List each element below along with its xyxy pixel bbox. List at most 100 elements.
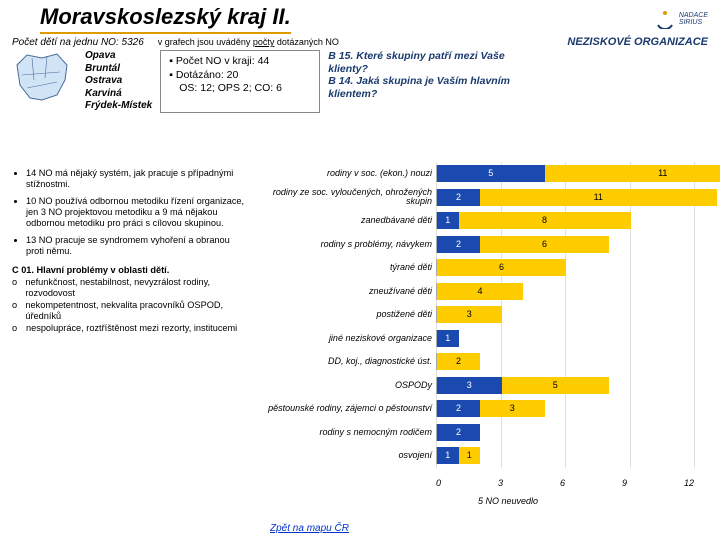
bar-track: 2 bbox=[436, 353, 694, 370]
bullet-list: 14 NO má nějaký systém, jak pracuje s př… bbox=[0, 164, 255, 257]
bar-segment-blue: 1 bbox=[437, 212, 459, 229]
city: Opava bbox=[85, 50, 152, 63]
axis-tick: 9 bbox=[622, 478, 627, 488]
bullet-item: 14 NO má nějaký systém, jak pracuje s př… bbox=[26, 168, 249, 190]
bar-track: 211 bbox=[436, 189, 694, 206]
bar-segment-yellow: 11 bbox=[545, 165, 720, 182]
bar-label: zanedbávané děti bbox=[258, 216, 436, 225]
bar-segment-yellow: 8 bbox=[459, 212, 631, 229]
axis-tick: 0 bbox=[436, 478, 441, 488]
city: Ostrava bbox=[85, 75, 152, 88]
c01-item: nekompetentnost, nekvalita pracovníků OS… bbox=[25, 300, 247, 322]
children-count: Počet dětí na jednu NO: 5326 bbox=[12, 37, 144, 48]
bar-row: rodiny v soc. (ekon.) nouzi511 bbox=[258, 162, 710, 186]
region-map bbox=[12, 50, 77, 110]
bar-label: jiné neziskové organizace bbox=[258, 334, 436, 343]
bar-row: rodiny s nemocným rodičem2 bbox=[258, 421, 710, 445]
c01-block: C 01. Hlavní problémy v oblasti dětí. on… bbox=[0, 263, 255, 334]
bar-label: rodiny s nemocným rodičem bbox=[258, 428, 436, 437]
bar-track: 6 bbox=[436, 259, 694, 276]
bar-track: 511 bbox=[436, 165, 694, 182]
page-title: Moravskoslezský kraj II. bbox=[40, 4, 291, 34]
bar-row: OSPODy35 bbox=[258, 374, 710, 398]
slide: Moravskoslezský kraj II. NADACE SIRIUS P… bbox=[0, 0, 720, 540]
city-list: Opava Bruntál Ostrava Karviná Frýdek-Mís… bbox=[85, 50, 152, 113]
bar-track: 11 bbox=[436, 447, 694, 464]
bar-label: pěstounské rodiny, zájemci o pěstounství bbox=[258, 404, 436, 413]
bar-row: rodiny s problémy, návykem26 bbox=[258, 233, 710, 257]
bar-row: zneužívané děti4 bbox=[258, 280, 710, 304]
bar-label: DD, koj., diagnostické úst. bbox=[258, 357, 436, 366]
bar-row: týrané děti6 bbox=[258, 256, 710, 280]
stats-box: ▪ Počet NO v kraji: 44 ▪ Dotázáno: 20 OS… bbox=[160, 50, 320, 113]
bullet-item: 13 NO pracuje se syndromem vyhoření a ob… bbox=[26, 235, 249, 257]
bar-track: 35 bbox=[436, 377, 694, 394]
bar-label: rodiny v soc. (ekon.) nouzi bbox=[258, 169, 436, 178]
q-b15: B 15. Které skupiny patří mezi Vaše klie… bbox=[328, 50, 523, 75]
stat-line: OS: 12; OPS 2; CO: 6 bbox=[179, 82, 282, 94]
bar-row: DD, koj., diagnostické úst.2 bbox=[258, 350, 710, 374]
bar-label: rodiny s problémy, návykem bbox=[258, 240, 436, 249]
bar-segment-yellow: 11 bbox=[480, 189, 717, 206]
city: Karviná bbox=[85, 88, 152, 101]
logo-text: NADACE SIRIUS bbox=[679, 12, 708, 26]
logo: NADACE SIRIUS bbox=[655, 9, 708, 29]
bar-track: 3 bbox=[436, 306, 694, 323]
bar-label: osvojení bbox=[258, 451, 436, 460]
bar-segment-yellow: 6 bbox=[480, 236, 609, 253]
x-axis: 0 3 6 9 12 bbox=[436, 478, 694, 488]
axis-tick: 12 bbox=[684, 478, 694, 488]
left-column: 14 NO má nějaký systém, jak pracuje s př… bbox=[0, 164, 255, 334]
bar-segment-blue: 2 bbox=[437, 424, 480, 441]
sirius-logo-icon bbox=[655, 9, 675, 29]
bar-segment-blue: 2 bbox=[437, 189, 480, 206]
bar-segment-yellow: 3 bbox=[437, 306, 502, 323]
bar-segment-blue: 2 bbox=[437, 400, 480, 417]
bar-label: zneužívané děti bbox=[258, 287, 436, 296]
subhead-row: Počet dětí na jednu NO: 5326 v grafech j… bbox=[0, 34, 720, 48]
bar-segment-blue: 1 bbox=[437, 330, 459, 347]
bar-row: pěstounské rodiny, zájemci o pěstounství… bbox=[258, 397, 710, 421]
bar-track: 26 bbox=[436, 236, 694, 253]
bar-track: 2 bbox=[436, 424, 694, 441]
top-block: Opava Bruntál Ostrava Karviná Frýdek-Mís… bbox=[0, 48, 720, 113]
question-box: B 15. Které skupiny patří mezi Vaše klie… bbox=[328, 50, 523, 113]
bar-label: OSPODy bbox=[258, 381, 436, 390]
bar-segment-blue: 2 bbox=[437, 236, 480, 253]
bar-row: zanedbávané děti18 bbox=[258, 209, 710, 233]
bar-row: postižené děti3 bbox=[258, 303, 710, 327]
city: Bruntál bbox=[85, 63, 152, 76]
axis-note: 5 NO neuvedlo bbox=[478, 496, 538, 506]
bar-segment-yellow: 6 bbox=[437, 259, 566, 276]
bar-track: 4 bbox=[436, 283, 694, 300]
bar-segment-yellow: 2 bbox=[437, 353, 480, 370]
bar-segment-blue: 5 bbox=[437, 165, 545, 182]
bar-segment-yellow: 1 bbox=[459, 447, 481, 464]
nz-heading: NEZISKOVÉ ORGANIZACE bbox=[567, 36, 708, 48]
q-b14: B 14. Jaká skupina je Vaším hlavním klie… bbox=[328, 75, 523, 100]
bar-track: 1 bbox=[436, 330, 694, 347]
bar-label: postižené děti bbox=[258, 310, 436, 319]
bar-segment-yellow: 5 bbox=[502, 377, 610, 394]
bar-row: rodiny ze soc. vyloučených, ohrožených s… bbox=[258, 186, 710, 210]
c01-head: C 01. Hlavní problémy v oblasti dětí. bbox=[12, 265, 247, 276]
bar-track: 23 bbox=[436, 400, 694, 417]
back-map-link[interactable]: Zpět na mapu ČR bbox=[270, 523, 349, 534]
c01-item: nespolupráce, roztříštěnost mezi rezorty… bbox=[26, 323, 237, 334]
bar-label: týrané děti bbox=[258, 263, 436, 272]
bar-row: osvojení11 bbox=[258, 444, 710, 468]
bar-segment-blue: 3 bbox=[437, 377, 502, 394]
c01-item: nefunkčnost, nestabilnost, nevyzrálost r… bbox=[25, 277, 247, 299]
axis-tick: 6 bbox=[560, 478, 565, 488]
stat-line: Dotázáno: 20 bbox=[176, 69, 238, 81]
axis-tick: 3 bbox=[498, 478, 503, 488]
bar-label: rodiny ze soc. vyloučených, ohrožených s… bbox=[258, 188, 436, 207]
chart: rodiny v soc. (ekon.) nouzi511rodiny ze … bbox=[258, 162, 710, 502]
bar-segment-yellow: 3 bbox=[480, 400, 545, 417]
bar-segment-yellow: 4 bbox=[437, 283, 523, 300]
bar-segment-blue: 1 bbox=[437, 447, 459, 464]
city: Frýdek-Místek bbox=[85, 100, 152, 113]
header: Moravskoslezský kraj II. NADACE SIRIUS bbox=[0, 0, 720, 34]
bar-track: 18 bbox=[436, 212, 694, 229]
stat-line: Počet NO v kraji: 44 bbox=[176, 55, 269, 67]
